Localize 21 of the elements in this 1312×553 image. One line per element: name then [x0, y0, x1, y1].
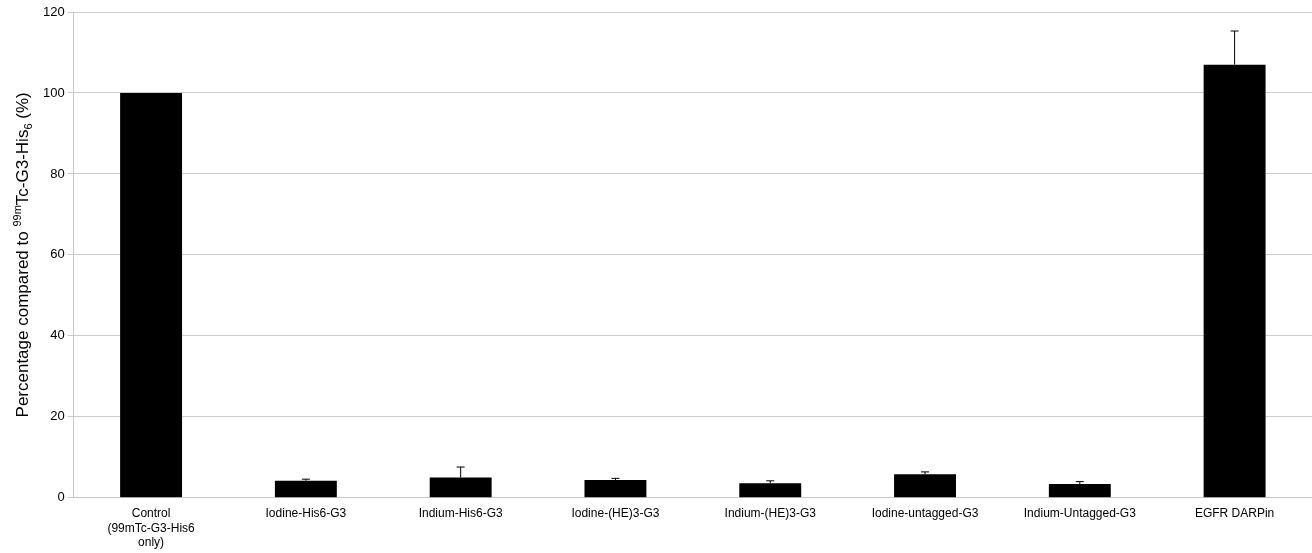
bar — [739, 483, 802, 498]
bar — [584, 479, 647, 498]
bar — [1048, 484, 1111, 498]
y-tick-label: 100 — [42, 84, 65, 100]
x-tick-label: Indium-(HE)3-G3 — [724, 506, 817, 521]
y-tick-label: 0 — [57, 489, 65, 505]
x-tick-label: Control (99mTc-G3-His6 only) — [107, 506, 196, 550]
x-tick-label: Indium-His6-G3 — [418, 506, 503, 521]
y-tick-label: 80 — [50, 165, 65, 181]
x-tick-label: Iodine-untagged-G3 — [871, 506, 979, 521]
x-tick-label: EGFR DARPin — [1194, 506, 1275, 521]
x-tick-label: Iodine-(HE)3-G3 — [571, 506, 660, 521]
x-tick-label: Indium-Untagged-G3 — [1023, 506, 1137, 521]
y-tick-label: 20 — [50, 408, 65, 424]
bar — [120, 92, 183, 498]
y-tick-label: 60 — [50, 246, 65, 262]
y-tick-label: 40 — [50, 327, 65, 343]
bar — [894, 474, 956, 498]
x-tick-label: Iodine-His6-G3 — [265, 506, 347, 521]
bar — [274, 480, 337, 498]
y-tick-label: 120 — [42, 3, 65, 19]
